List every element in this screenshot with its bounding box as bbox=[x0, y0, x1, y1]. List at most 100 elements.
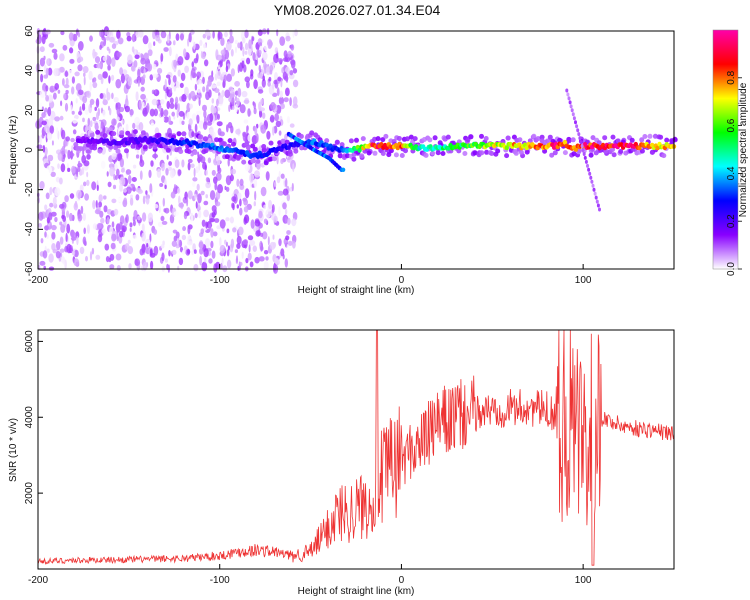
spectrogram-noise-cell bbox=[54, 116, 60, 122]
spectrogram-noise-cell bbox=[285, 73, 289, 83]
spectrogram-noise-cell bbox=[78, 56, 84, 62]
spectrogram-noise-cell bbox=[204, 29, 211, 37]
spectrogram-noise-cell bbox=[73, 258, 80, 267]
spectrogram-noise-cell bbox=[265, 171, 270, 181]
spectrogram-noise-cell bbox=[109, 108, 112, 116]
spectrogram-noise-cell bbox=[258, 210, 263, 219]
spectrogram-noise-cell bbox=[232, 91, 235, 98]
spectrogram-noise-cell bbox=[273, 125, 278, 134]
spectrogram-noise-cell bbox=[40, 73, 44, 83]
spectrogram-noise-cell bbox=[149, 74, 154, 81]
spectrogram-noise-cell bbox=[226, 228, 230, 234]
spectrogram-noise-cell bbox=[71, 110, 75, 115]
colorbar-tick-label: 0.8 bbox=[726, 70, 737, 84]
spectrogram-noise-cell bbox=[125, 169, 132, 175]
spectrogram-noise-cell bbox=[247, 134, 252, 142]
spectrogram-halo-cell bbox=[432, 135, 438, 141]
spectrogram-noise-cell bbox=[274, 72, 278, 82]
spectrogram-noise-cell bbox=[276, 176, 281, 184]
spectrogram-noise-cell bbox=[83, 160, 90, 167]
snr-y-tick-label: 2000 bbox=[24, 482, 35, 505]
spectrogram-noise-cell bbox=[103, 36, 107, 47]
spectrogram-noise-cell bbox=[244, 214, 250, 224]
spectrogram-y-ticks: -60 -40 -20 0 20 40 60 bbox=[24, 25, 43, 276]
spectrogram-noise-cell bbox=[202, 76, 205, 85]
spectrogram-noise-cell bbox=[140, 86, 145, 92]
spectrogram-noise-cell bbox=[229, 216, 234, 224]
spectrogram-noise-cell bbox=[104, 243, 110, 251]
spectrogram-noise-cell bbox=[272, 126, 275, 136]
spectrogram-noise-cell bbox=[289, 97, 292, 107]
spectrogram-noise-cell bbox=[83, 181, 87, 187]
spectrogram-noise-cell bbox=[210, 84, 217, 89]
spectrogram-halo-cell bbox=[224, 154, 230, 160]
spectrogram-noise-cell bbox=[39, 57, 46, 67]
spectrogram-noise-cell bbox=[230, 168, 237, 175]
spectrogram-ridge-cell bbox=[524, 145, 529, 151]
spectrogram-noise-cell bbox=[259, 107, 265, 112]
spectrogram-noise-cell bbox=[181, 159, 185, 168]
spectrogram-noise-cell bbox=[116, 265, 121, 271]
spectrogram-noise-cell bbox=[212, 231, 218, 237]
spectrogram-noise-cell bbox=[79, 184, 84, 192]
spectrogram-noise-cell bbox=[133, 60, 138, 68]
spectrogram-noise-cell bbox=[200, 190, 205, 196]
spectrogram-noise-cell bbox=[136, 75, 142, 84]
spectrogram-noise-cell bbox=[142, 195, 146, 205]
spectrogram-noise-cell bbox=[221, 90, 225, 97]
spectrogram-noise-cell bbox=[278, 130, 282, 136]
spectrogram-noise-cell bbox=[280, 173, 285, 179]
spectrogram-halo-cell bbox=[639, 148, 645, 154]
spectrogram-noise-cell bbox=[190, 212, 194, 221]
spectrogram-streak-cell bbox=[569, 104, 573, 109]
spectrogram-halo-cell bbox=[596, 140, 602, 146]
spectrogram-y-tick-label: 0 bbox=[24, 147, 35, 153]
snr-y-tick-label: 4000 bbox=[24, 406, 35, 429]
spectrogram-noise-cell bbox=[237, 87, 242, 98]
spectrogram-halo-cell bbox=[566, 138, 572, 144]
spectrogram-halo-cell bbox=[108, 144, 114, 150]
spectrogram-noise-cell bbox=[111, 43, 117, 49]
spectrogram-noise-cell bbox=[224, 89, 231, 99]
spectrogram-noise-cell bbox=[166, 154, 169, 160]
spectrogram-noise-cell bbox=[99, 44, 102, 50]
spectrogram-noise-cell bbox=[64, 102, 69, 112]
spectrogram-halo-cell bbox=[404, 136, 410, 142]
spectrogram-noise-cell bbox=[179, 82, 184, 88]
spectrogram-noise-cell bbox=[87, 117, 91, 127]
spectrogram-noise-cell bbox=[188, 32, 192, 43]
spectrogram-noise-cell bbox=[187, 190, 193, 200]
spectrogram-noise-cell bbox=[159, 99, 165, 105]
spectrogram-noise-cell bbox=[92, 200, 96, 210]
spectrogram-noise-cell bbox=[160, 30, 167, 39]
spectrogram-noise-cell bbox=[197, 170, 202, 178]
spectrogram-ridge-cell bbox=[655, 145, 660, 151]
spectrogram-noise-cell bbox=[177, 56, 184, 66]
spectrogram-halo-cell bbox=[380, 137, 386, 143]
spectrogram-noise-cell bbox=[278, 238, 282, 247]
spectrogram-noise-cell bbox=[41, 133, 45, 139]
spectrogram-halo-cell bbox=[505, 135, 511, 141]
spectrogram-noise-cell bbox=[229, 35, 234, 44]
spectrogram-noise-cell bbox=[50, 171, 56, 177]
spectrogram-halo-cell bbox=[618, 149, 624, 154]
spectrogram-noise-cell bbox=[262, 112, 266, 119]
spectrogram-noise-cell bbox=[88, 70, 93, 81]
spectrogram-noise-cell bbox=[106, 217, 110, 225]
spectrogram-noise-cell bbox=[110, 242, 116, 250]
spectrogram-noise-cell bbox=[111, 74, 115, 81]
spectrogram-noise-cell bbox=[172, 229, 178, 234]
spectrogram-noise-cell bbox=[226, 73, 233, 83]
spectrogram-noise-cell bbox=[174, 159, 180, 169]
spectrogram-ridge-cell bbox=[328, 143, 333, 149]
spectrogram-noise-cell bbox=[145, 197, 150, 205]
spectrogram-noise-cell bbox=[181, 94, 187, 102]
spectrogram-noise-cell bbox=[178, 195, 181, 205]
spectrogram-noise-cell bbox=[203, 110, 207, 119]
spectrogram-noise-cell bbox=[41, 112, 46, 118]
spectrogram-noise-cell bbox=[50, 110, 56, 121]
spectrogram-noise-cell bbox=[169, 102, 175, 109]
spectrogram-noise-cell bbox=[273, 215, 278, 223]
spectrogram-noise-cell bbox=[131, 65, 136, 72]
spectrogram-noise-cell bbox=[284, 208, 288, 215]
